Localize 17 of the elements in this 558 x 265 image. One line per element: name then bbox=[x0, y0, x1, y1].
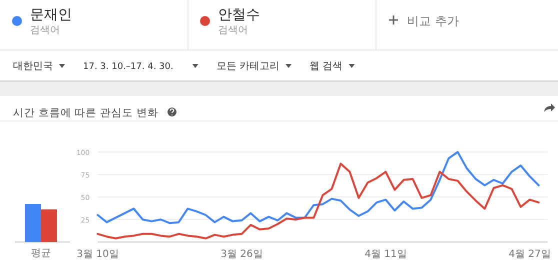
x-tick-label: 3월 26일 bbox=[220, 249, 263, 260]
text: 17. 3. 10.–17. 4. 30. bbox=[83, 62, 174, 72]
legend-label: 안철수 bbox=[218, 7, 260, 23]
text: 검색어 bbox=[30, 25, 60, 36]
legend-label: 문재인 bbox=[30, 7, 72, 23]
x-tick-label: 4월 11일 bbox=[364, 249, 407, 260]
text: 모든 카테고리 bbox=[216, 61, 280, 72]
line-series bbox=[96, 151, 540, 224]
text: 대한민국 bbox=[13, 61, 53, 72]
text: 비교 추가 bbox=[407, 14, 459, 28]
x-tick-label: 3월 10일 bbox=[76, 249, 119, 260]
chart-title: 시간 흐름에 따른 관심도 변화 bbox=[13, 107, 158, 119]
text: 검색어 bbox=[218, 25, 248, 36]
line-series bbox=[96, 162, 540, 240]
text: 웹 검색 bbox=[310, 61, 343, 72]
x-tick-label: 평균 bbox=[31, 248, 51, 259]
x-tick-label: 4월 27일 bbox=[508, 249, 551, 260]
